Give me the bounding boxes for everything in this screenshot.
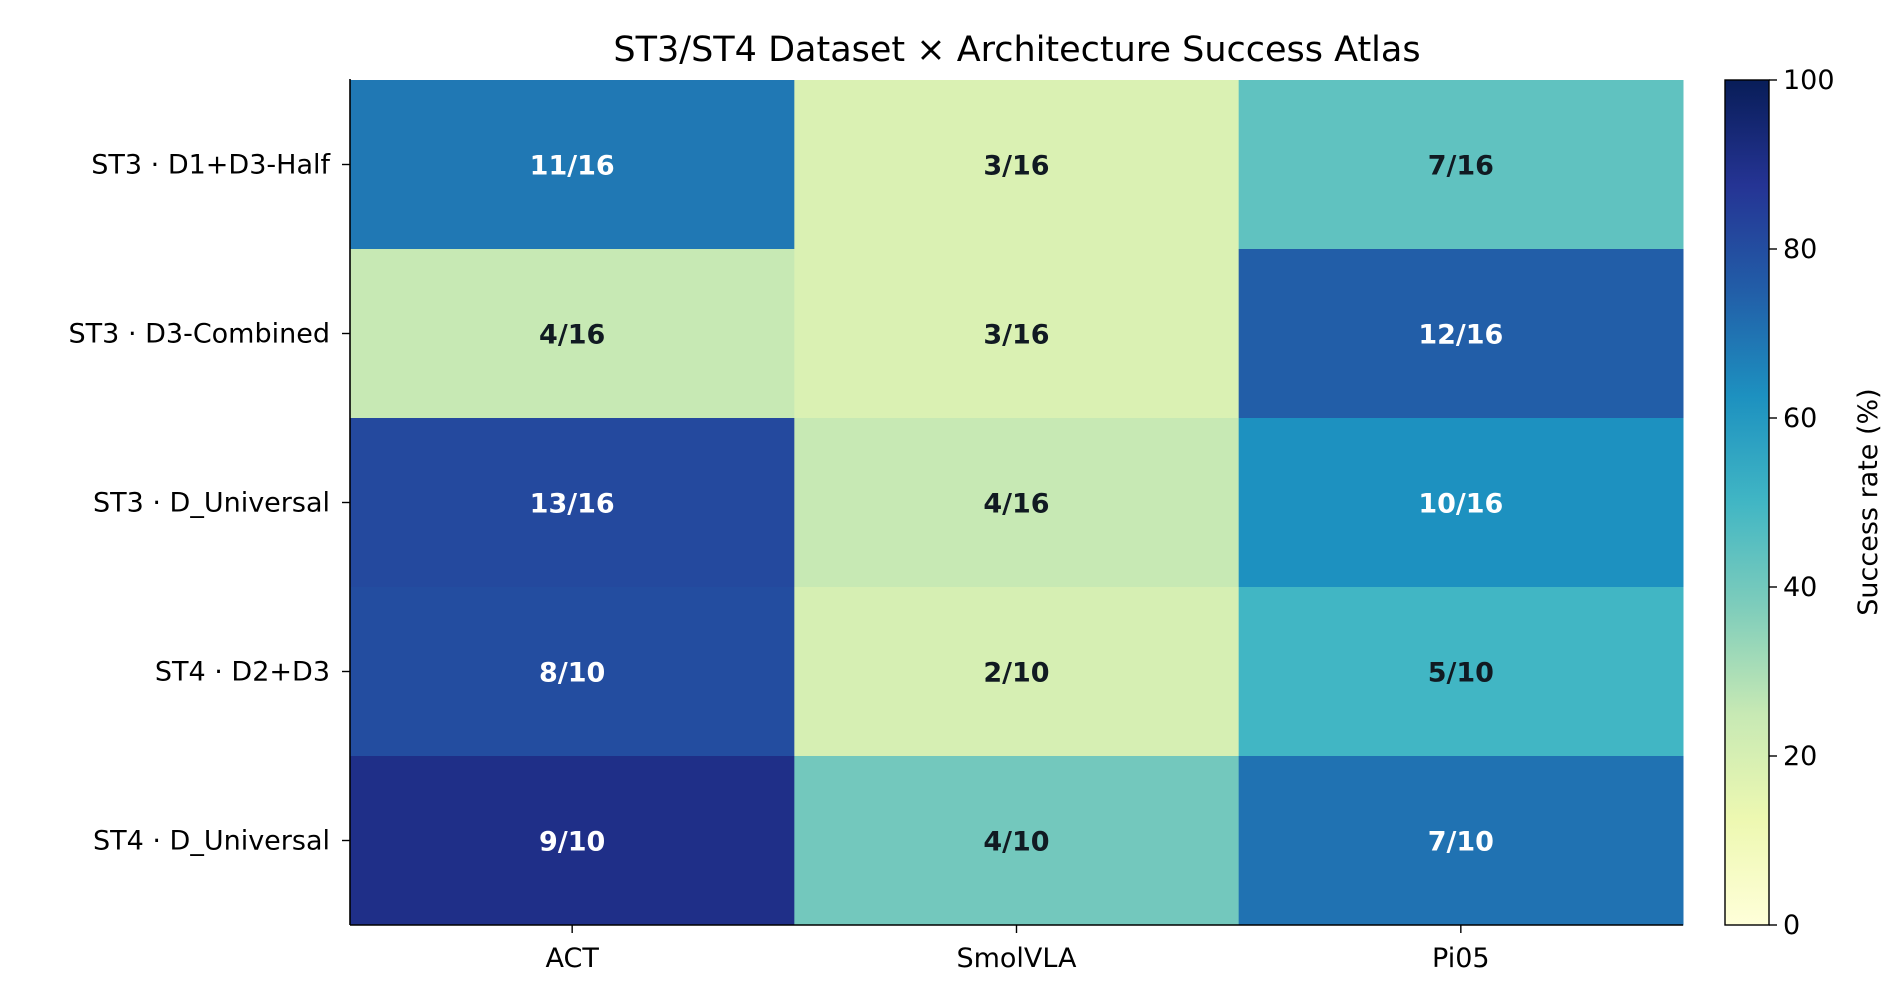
- cell-label-r3-c2: 5/10: [1428, 658, 1494, 689]
- heatmap-cell-r3-c1: [794, 587, 1240, 757]
- heatmap-cell-r2-c2: [1238, 418, 1684, 588]
- cell-label-r3-c1: 2/10: [983, 658, 1049, 689]
- heatmap-cell-r3-c2: [1238, 587, 1684, 757]
- cell-label-r4-c1: 4/10: [983, 827, 1049, 858]
- heatmap-cell-r1-c1: [794, 249, 1240, 419]
- cell-label-r2-c0: 13/16: [530, 489, 615, 520]
- colorbar-tick-label-4: 80: [1783, 234, 1817, 265]
- cell-label-r3-c0: 8/10: [539, 658, 605, 689]
- column-label-0: ACT: [545, 943, 599, 974]
- heatmap-cells: [350, 80, 1684, 926]
- colorbar-tick-label-3: 60: [1783, 403, 1817, 434]
- heatmap-cell-r4-c2: [1238, 756, 1684, 926]
- heatmap-cell-labels: 11/16 3/16 7/16 4/16 3/16 12/16 13/16 4/16 10/16…: [530, 151, 1504, 858]
- cell-label-r2-c2: 10/16: [1418, 489, 1503, 520]
- heatmap-cell-r0-c1: [794, 80, 1240, 250]
- colorbar-ticks: 0 20 40 60 80 100: [1769, 65, 1835, 941]
- colorbar-tick-label-1: 20: [1783, 741, 1817, 772]
- column-label-2: Pi05: [1432, 943, 1490, 974]
- row-label-1: ST3 · D3-Combined: [69, 319, 330, 350]
- chart-title: ST3/ST4 Dataset × Architecture Success A…: [613, 30, 1420, 70]
- cell-label-r4-c2: 7/10: [1428, 827, 1494, 858]
- cell-label-r0-c0: 11/16: [530, 151, 615, 182]
- colorbar-label: Success rate (%): [1853, 388, 1884, 615]
- heatmap-cell-r0-c0: [350, 80, 795, 250]
- colorbar-tick-label-5: 100: [1783, 65, 1835, 96]
- cell-label-r4-c0: 9/10: [539, 827, 605, 858]
- colorbar-gradient: [1724, 79, 1770, 926]
- row-label-4: ST4 · D_Universal: [93, 826, 330, 857]
- row-label-0: ST3 · D1+D3-Half: [91, 150, 331, 181]
- row-label-2: ST3 · D_Universal: [93, 488, 330, 519]
- row-label-3: ST4 · D2+D3: [155, 657, 330, 688]
- heatmap-cell-r4-c1: [794, 756, 1240, 926]
- cell-label-r1-c0: 4/16: [539, 320, 605, 351]
- cell-label-r0-c2: 7/16: [1428, 151, 1494, 182]
- column-labels: ACT SmolVLA Pi05: [545, 925, 1490, 974]
- heatmap-cell-r1-c2: [1238, 249, 1684, 419]
- heatmap-cell-r0-c2: [1238, 80, 1684, 250]
- colorbar-tick-label-2: 40: [1783, 572, 1817, 603]
- heatmap-cell-r1-c0: [350, 249, 795, 419]
- colorbar: 0 20 40 60 80 100 Success rate (%): [1724, 65, 1884, 941]
- heatmap-cell-r2-c1: [794, 418, 1240, 588]
- colorbar-tick-label-0: 0: [1783, 910, 1800, 941]
- cell-label-r1-c2: 12/16: [1418, 320, 1503, 351]
- plot-axes: [349, 79, 1683, 926]
- heatmap-cell-r2-c0: [350, 418, 795, 588]
- heatmap-cell-r3-c0: [350, 587, 795, 757]
- heatmap-cell-r4-c0: [350, 756, 795, 926]
- cell-label-r0-c1: 3/16: [983, 151, 1049, 182]
- cell-label-r1-c1: 3/16: [983, 320, 1049, 351]
- row-labels: ST3 · D1+D3-Half ST3 · D3-Combined ST3 · D…: [69, 150, 350, 857]
- cell-label-r2-c1: 4/16: [983, 489, 1049, 520]
- column-label-1: SmolVLA: [956, 943, 1077, 974]
